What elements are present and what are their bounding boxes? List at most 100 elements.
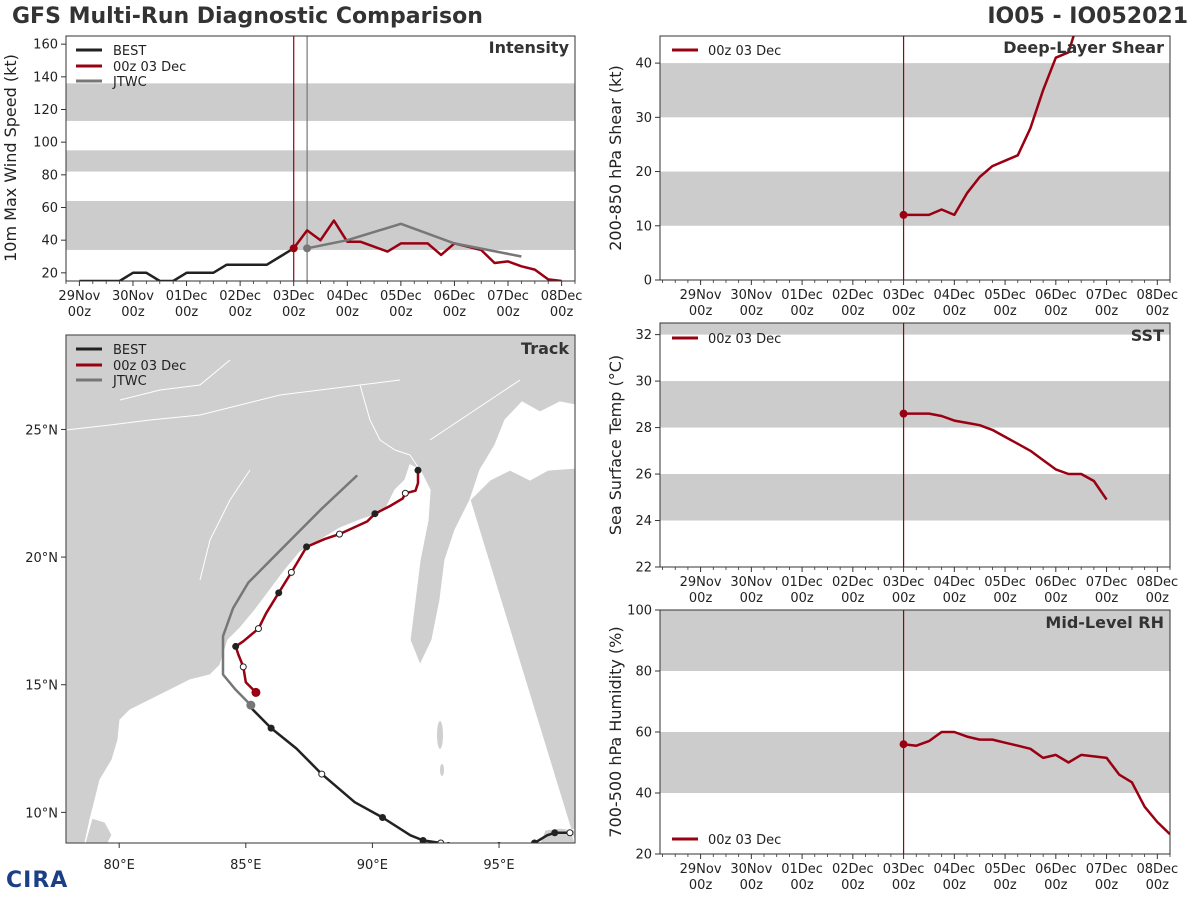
- shear-ytick-label: 30: [635, 111, 652, 126]
- shear-xtick-day: 01Dec: [781, 288, 823, 303]
- track-series: [221, 466, 574, 843]
- land-sri-lanka: [84, 817, 113, 843]
- rh-start-marker-00z-03-dec: [899, 740, 908, 749]
- shear-xtick-hour: 00z: [841, 304, 865, 319]
- legend-label-run: 00z 03 Dec: [113, 60, 186, 75]
- intensity-xtick-hour: 00z: [443, 305, 467, 320]
- track-xtick-label: 80°E: [104, 858, 135, 873]
- shear-band-0: [660, 171, 1170, 226]
- rh-xtick-day: 01Dec: [781, 862, 823, 877]
- shear-xtick-hour: 00z: [892, 304, 916, 319]
- shear-frame: [659, 35, 1171, 281]
- track-point-best: [551, 829, 559, 837]
- track-line-jtwc: [221, 474, 359, 707]
- page-title: GFS Multi-Run Diagnostic Comparison: [12, 4, 483, 29]
- intensity-ytick-label: 20: [41, 266, 58, 281]
- sst-title: SST: [1131, 326, 1164, 345]
- intensity-xtick-day: 08Dec: [541, 289, 583, 304]
- track-point-00z-03-dec: [239, 663, 247, 671]
- shear-xtick-hour: 00z: [1044, 304, 1068, 319]
- intensity-band-1: [66, 150, 575, 172]
- rh-x-ticks: 29Nov00z30Nov00z01Dec00z02Dec00z03Dec00z…: [662, 854, 1178, 893]
- sst-xtick-hour: 00z: [740, 591, 764, 606]
- rh-title: Mid-Level RH: [1045, 613, 1164, 632]
- sst-xtick-hour: 00z: [1095, 591, 1119, 606]
- legend-label-jtwc: JTWC: [112, 374, 147, 389]
- sst-y-label: Sea Surface Temp (°C): [606, 355, 625, 535]
- shear-xtick-hour: 00z: [790, 304, 814, 319]
- sst-series: [899, 409, 1108, 501]
- sst-xtick-day: 29Nov: [680, 575, 722, 590]
- shear-xtick-day: 06Dec: [1035, 288, 1077, 303]
- track-map: [66, 335, 575, 843]
- shear-bands: [660, 63, 1170, 226]
- sst-xtick-day: 06Dec: [1035, 575, 1077, 590]
- sst-ytick-label: 24: [635, 514, 652, 529]
- sst-xtick-day: 01Dec: [781, 575, 823, 590]
- sst-xtick-hour: 00z: [892, 591, 916, 606]
- rh-y-ticks: 20 40 60 80 100: [627, 604, 660, 863]
- shear-start-marker-00z-03-dec: [899, 210, 908, 219]
- intensity-xtick-hour: 00z: [282, 305, 306, 320]
- track-point-00z-03-dec: [371, 510, 379, 518]
- track-xtick-label: 95°E: [483, 858, 514, 873]
- track-frame: [65, 334, 576, 844]
- shear-y-ticks: 0 10 20 30 40: [635, 57, 660, 289]
- track-legend: BEST 00z 03 Dec JTWC: [76, 343, 186, 389]
- track-point-best: [530, 839, 538, 843]
- rh-ytick-label: 100: [627, 604, 652, 619]
- rh-xtick-day: 29Nov: [680, 862, 722, 877]
- track-ytick-label: 10°N: [25, 806, 58, 821]
- legend-label-best: BEST: [113, 343, 146, 358]
- rh-ytick-label: 60: [635, 726, 652, 741]
- intensity-ytick-label: 60: [41, 201, 58, 216]
- intensity-start-marker-jtwc: [303, 244, 312, 253]
- intensity-ytick-label: 40: [41, 234, 58, 249]
- sst-bands: [660, 323, 1170, 521]
- legend-label-run: 00z 03 Dec: [708, 833, 781, 848]
- shear-legend: 00z 03 Dec: [672, 44, 781, 59]
- intensity-xtick-hour: 00z: [496, 305, 520, 320]
- rh-ytick-label: 80: [635, 665, 652, 680]
- intensity-xtick-day: 06Dec: [434, 289, 476, 304]
- land-myanmar-south: [469, 467, 575, 843]
- sst-xtick-hour: 00z: [790, 591, 814, 606]
- intensity-xtick-day: 03Dec: [273, 289, 315, 304]
- legend-label-jtwc: JTWC: [112, 75, 147, 90]
- intensity-ytick-label: 140: [33, 70, 58, 85]
- track-panel: 10°N15°N20°N25°N 80°E 85°E 90°E 95°E Track …: [25, 334, 576, 873]
- track-point-00z-03-dec: [254, 625, 262, 633]
- sst-xtick-day: 02Dec: [832, 575, 874, 590]
- intensity-bands: [66, 83, 575, 250]
- rh-xtick-day: 02Dec: [832, 862, 874, 877]
- rh-xtick-hour: 00z: [943, 878, 967, 893]
- sst-frame: [659, 322, 1171, 568]
- storm-id: IO05 - IO052021: [987, 4, 1188, 29]
- sst-ytick-label: 26: [635, 468, 652, 483]
- shear-xtick-day: 30Nov: [730, 288, 772, 303]
- intensity-y-ticks: 20 40 60 80 100 120 140 160: [33, 38, 66, 281]
- intensity-ytick-label: 120: [33, 103, 58, 118]
- rh-xtick-hour: 00z: [892, 878, 916, 893]
- track-point-best: [419, 836, 427, 843]
- intensity-x-ticks: 29Nov00z30Nov00z01Dec00z02Dec00z03Dec00z…: [58, 281, 582, 320]
- sst-xtick-day: 07Dec: [1086, 575, 1128, 590]
- intensity-title: Intensity: [489, 38, 570, 57]
- track-point-00z-03-dec: [232, 642, 240, 650]
- intensity-xtick-day: 30Nov: [112, 289, 154, 304]
- shear-ytick-label: 40: [635, 57, 652, 72]
- intensity-xtick-hour: 00z: [228, 305, 252, 320]
- intensity-xtick-hour: 00z: [121, 305, 145, 320]
- track-x-ticks: 80°E 85°E 90°E 95°E: [104, 843, 515, 873]
- track-point-best: [566, 829, 574, 837]
- sst-xtick-hour: 00z: [1146, 591, 1170, 606]
- rh-xtick-hour: 00z: [1146, 878, 1170, 893]
- intensity-xtick-day: 07Dec: [487, 289, 529, 304]
- shear-xtick-day: 07Dec: [1086, 288, 1128, 303]
- sst-xtick-hour: 00z: [993, 591, 1017, 606]
- intensity-xtick-day: 02Dec: [219, 289, 261, 304]
- sst-xtick-day: 30Nov: [730, 575, 772, 590]
- intensity-xtick-day: 01Dec: [166, 289, 208, 304]
- legend-label-best: BEST: [113, 44, 146, 59]
